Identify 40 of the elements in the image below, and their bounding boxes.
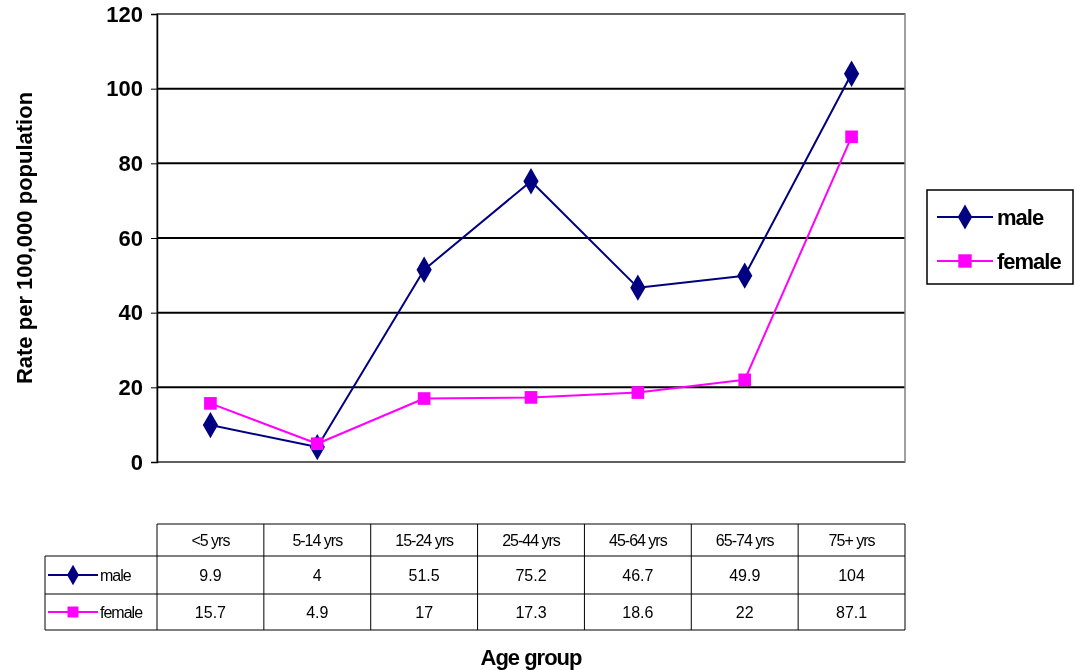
x-tick-label: 75+ yrs [828, 532, 876, 549]
point [845, 130, 858, 144]
point [204, 397, 217, 410]
x-tick-label: 65-74 yrs [715, 532, 775, 549]
point [417, 392, 431, 405]
legend-label: female [997, 249, 1062, 274]
y-tick-label: 80 [118, 150, 143, 176]
point [524, 391, 538, 404]
data-label: 51.5 [408, 567, 440, 584]
point [738, 373, 752, 387]
x-tick-label: <5 yrs [191, 532, 231, 549]
data-label: 87.1 [836, 604, 868, 621]
text: female [100, 604, 143, 621]
y-tick-label: 100 [106, 76, 143, 102]
point [631, 386, 645, 399]
data-label: 18.6 [622, 604, 654, 621]
x-tick-label: 25-44 yrs [502, 532, 561, 549]
y-tick-label: 40 [118, 300, 143, 326]
y-tick-label: 20 [118, 374, 143, 400]
x-tick-label: 45-64 yrs [609, 532, 668, 549]
data-label: 22 [735, 604, 754, 621]
data-label: 17 [415, 604, 434, 621]
data-label: 104 [838, 567, 866, 584]
text: male [997, 205, 1044, 230]
data-label: 9.9 [199, 567, 222, 584]
data-label: 75.2 [515, 567, 547, 584]
data-label: 17.3 [515, 604, 547, 621]
legend-label: male [100, 567, 132, 584]
x-axis-title: Age group [480, 645, 583, 670]
y-tick-label: 120 [106, 1, 143, 27]
y-tick-label: 0 [130, 449, 143, 475]
y-tick-label: 60 [118, 225, 143, 251]
x-tick-label: 5-14 yrs [292, 532, 344, 549]
data-label: 15.7 [194, 604, 227, 621]
data-label: 4 [312, 567, 322, 584]
x-tick-label: 15-24 yrs [395, 532, 454, 549]
y-axis-title: Rate per 100,000 population [12, 91, 37, 385]
data-label: 4.9 [306, 604, 329, 621]
data-label: 46.7 [622, 567, 654, 584]
data-label: 49.9 [729, 567, 761, 584]
